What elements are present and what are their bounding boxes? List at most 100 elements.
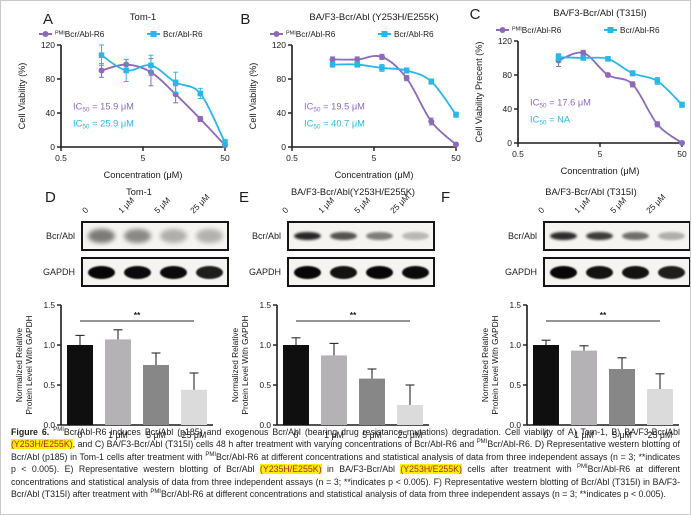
- legend-label: PMIBcr/Abl-R6: [286, 30, 336, 39]
- panel-letter-a: A: [43, 11, 54, 28]
- y-tick-label: 40: [502, 104, 512, 114]
- data-point: [453, 141, 460, 148]
- bar: [359, 378, 385, 425]
- y-tick-label: 0.0: [259, 420, 271, 430]
- protein-band: [401, 232, 429, 240]
- y-tick-label: 0.5: [43, 380, 55, 390]
- y-tick-label: 1.0: [43, 340, 55, 350]
- blot-row-label: Bcr/Abl: [251, 231, 281, 241]
- legend-square-marker-icon: [381, 31, 388, 37]
- data-point: [148, 62, 154, 69]
- data-point: [222, 139, 228, 146]
- category-label: 0: [544, 430, 549, 440]
- chart-svg: 0.0 0.5 1.0 1.5 0 1 μM 5 μM 25 μM ** Normalized R…: [230, 300, 429, 440]
- blot-row: GAPDH: [485, 257, 690, 287]
- data-point: [428, 78, 435, 85]
- data-point: [329, 56, 336, 63]
- y-axis-label: Protein Level With GAPDH: [24, 315, 34, 414]
- significance-stars: **: [134, 310, 141, 320]
- ic50-label: IC50 = 25.9 μM: [73, 119, 134, 131]
- chart-svg: BA/F3-Bcr/Abl (T315I) PMIBcr/Abl-R6 Bcr/Ab…: [474, 8, 687, 176]
- dose-response-chart-y253h-e255k: BA/F3-Bcr/Abl (Y253H/E255K) PMIBcr/Abl-R6…: [246, 9, 465, 186]
- dose-response-chart-t315i: BA/F3-Bcr/Abl (T315I) PMIBcr/Abl-R6 Bcr/Ab…: [472, 5, 690, 182]
- significance-stars: **: [350, 310, 357, 320]
- blot-row: GAPDH: [29, 257, 229, 287]
- data-point: [354, 56, 361, 63]
- chart-title: Tom-1: [130, 12, 156, 23]
- panel-letter-b: B: [240, 11, 251, 28]
- ic50-label: IC50 = 17.6 μM: [530, 98, 591, 110]
- category-label: 5 μM: [146, 430, 166, 440]
- y-tick-label: 1.5: [259, 300, 271, 310]
- protein-band: [585, 265, 613, 279]
- ic50-label: IC50 = 40.7 μM: [304, 119, 365, 131]
- blot-row: Bcr/Abl: [485, 221, 690, 251]
- bar: [181, 389, 207, 425]
- legend-label: PMIBcr/Abl-R6: [512, 26, 562, 35]
- y-axis-label: Cell Viability (%): [17, 63, 27, 130]
- bar: [609, 369, 635, 425]
- gapdh-blot-image: [543, 257, 690, 287]
- bar: [143, 365, 169, 425]
- blot-title: BA/F3-Bcr/Abl (T315I): [545, 187, 637, 197]
- category-label: 25 μM: [648, 430, 673, 440]
- bcr-abl-blot-image: [543, 221, 690, 251]
- x-tick-label: 50: [452, 153, 462, 163]
- panel-letter-d: D: [45, 189, 56, 206]
- category-label: 1 μM: [574, 430, 594, 440]
- caption-text: , and C) BA/F3-Bcr/Abl (T315I) cells 48 …: [72, 439, 477, 450]
- dose-response-chart-tom1: Tom-1 PMIBcr/Abl-R6 Bcr/Abl-R6 0 40 80 120 0.5 5…: [15, 9, 238, 186]
- y-tick-label: 1.0: [259, 340, 271, 350]
- y-axis-label: Normalized Relative: [230, 328, 240, 403]
- protein-band: [585, 232, 613, 240]
- caption-text: PMI: [577, 464, 588, 471]
- bcr-abl-blot-image: [287, 221, 435, 251]
- x-tick-label: 5: [372, 153, 377, 163]
- panel-letter-f: F: [441, 189, 451, 206]
- y-axis-label: Normalized Relative: [480, 328, 490, 403]
- x-tick-label: 50: [220, 153, 230, 163]
- caption-text: Bcr/Abl-R6 at different concentrations a…: [11, 464, 680, 500]
- y-tick-label: 1.5: [509, 300, 521, 310]
- caption-text: Bcr/Abl-R6 induces Bcr/Abl (p185) and ex…: [63, 427, 680, 437]
- protein-band: [657, 232, 685, 240]
- y-tick-label: 0.5: [259, 380, 271, 390]
- legend-label: Bcr/Abl-R6: [620, 26, 660, 35]
- protein-band: [293, 232, 321, 240]
- data-point: [580, 55, 586, 61]
- dose-response-row: A Tom-1 PMIBcr/Abl-R6 Bcr/Abl-R6 0 40 80 120 0.…: [1, 1, 690, 183]
- category-label: 1 μM: [108, 430, 128, 440]
- category-label: 1 μM: [324, 430, 344, 440]
- y-axis-label: Protein Level With GAPDH: [240, 315, 250, 414]
- bar: [397, 405, 423, 425]
- protein-band: [123, 229, 151, 243]
- protein-band: [549, 232, 577, 240]
- y-tick-label: 0: [50, 142, 55, 152]
- y-tick-label: 120: [41, 40, 55, 50]
- caption-text: Bcr/Abl-R6. D) Representative western bl…: [11, 439, 681, 462]
- data-point: [604, 56, 611, 62]
- bar: [647, 389, 673, 425]
- caption-text: in BA/F3-Bcr/Abl: [321, 464, 401, 475]
- protein-band: [365, 265, 393, 279]
- x-tick-label: 0.5: [512, 149, 524, 159]
- y-tick-label: 120: [497, 36, 511, 46]
- legend-circle-marker-icon: [499, 27, 506, 33]
- caption-highlighted-text: (Y235H/E255K): [259, 464, 322, 475]
- chart-svg: Tom-1 PMIBcr/Abl-R6 Bcr/Abl-R6 0 40 80 120 0.5 5…: [17, 12, 230, 180]
- bar: [105, 339, 131, 425]
- x-axis-label: Concentration (μM): [104, 170, 183, 180]
- data-point: [123, 67, 130, 74]
- data-point: [379, 53, 386, 60]
- y-tick-label: 0.0: [43, 420, 55, 430]
- y-tick-label: 1.5: [43, 300, 55, 310]
- chart-title: BA/F3-Bcr/Abl (Y253H/E255K): [310, 12, 439, 23]
- y-tick-label: 80: [277, 74, 287, 84]
- blot-row-label: GAPDH: [42, 267, 75, 277]
- blot-row-label: Bcr/Abl: [507, 231, 537, 241]
